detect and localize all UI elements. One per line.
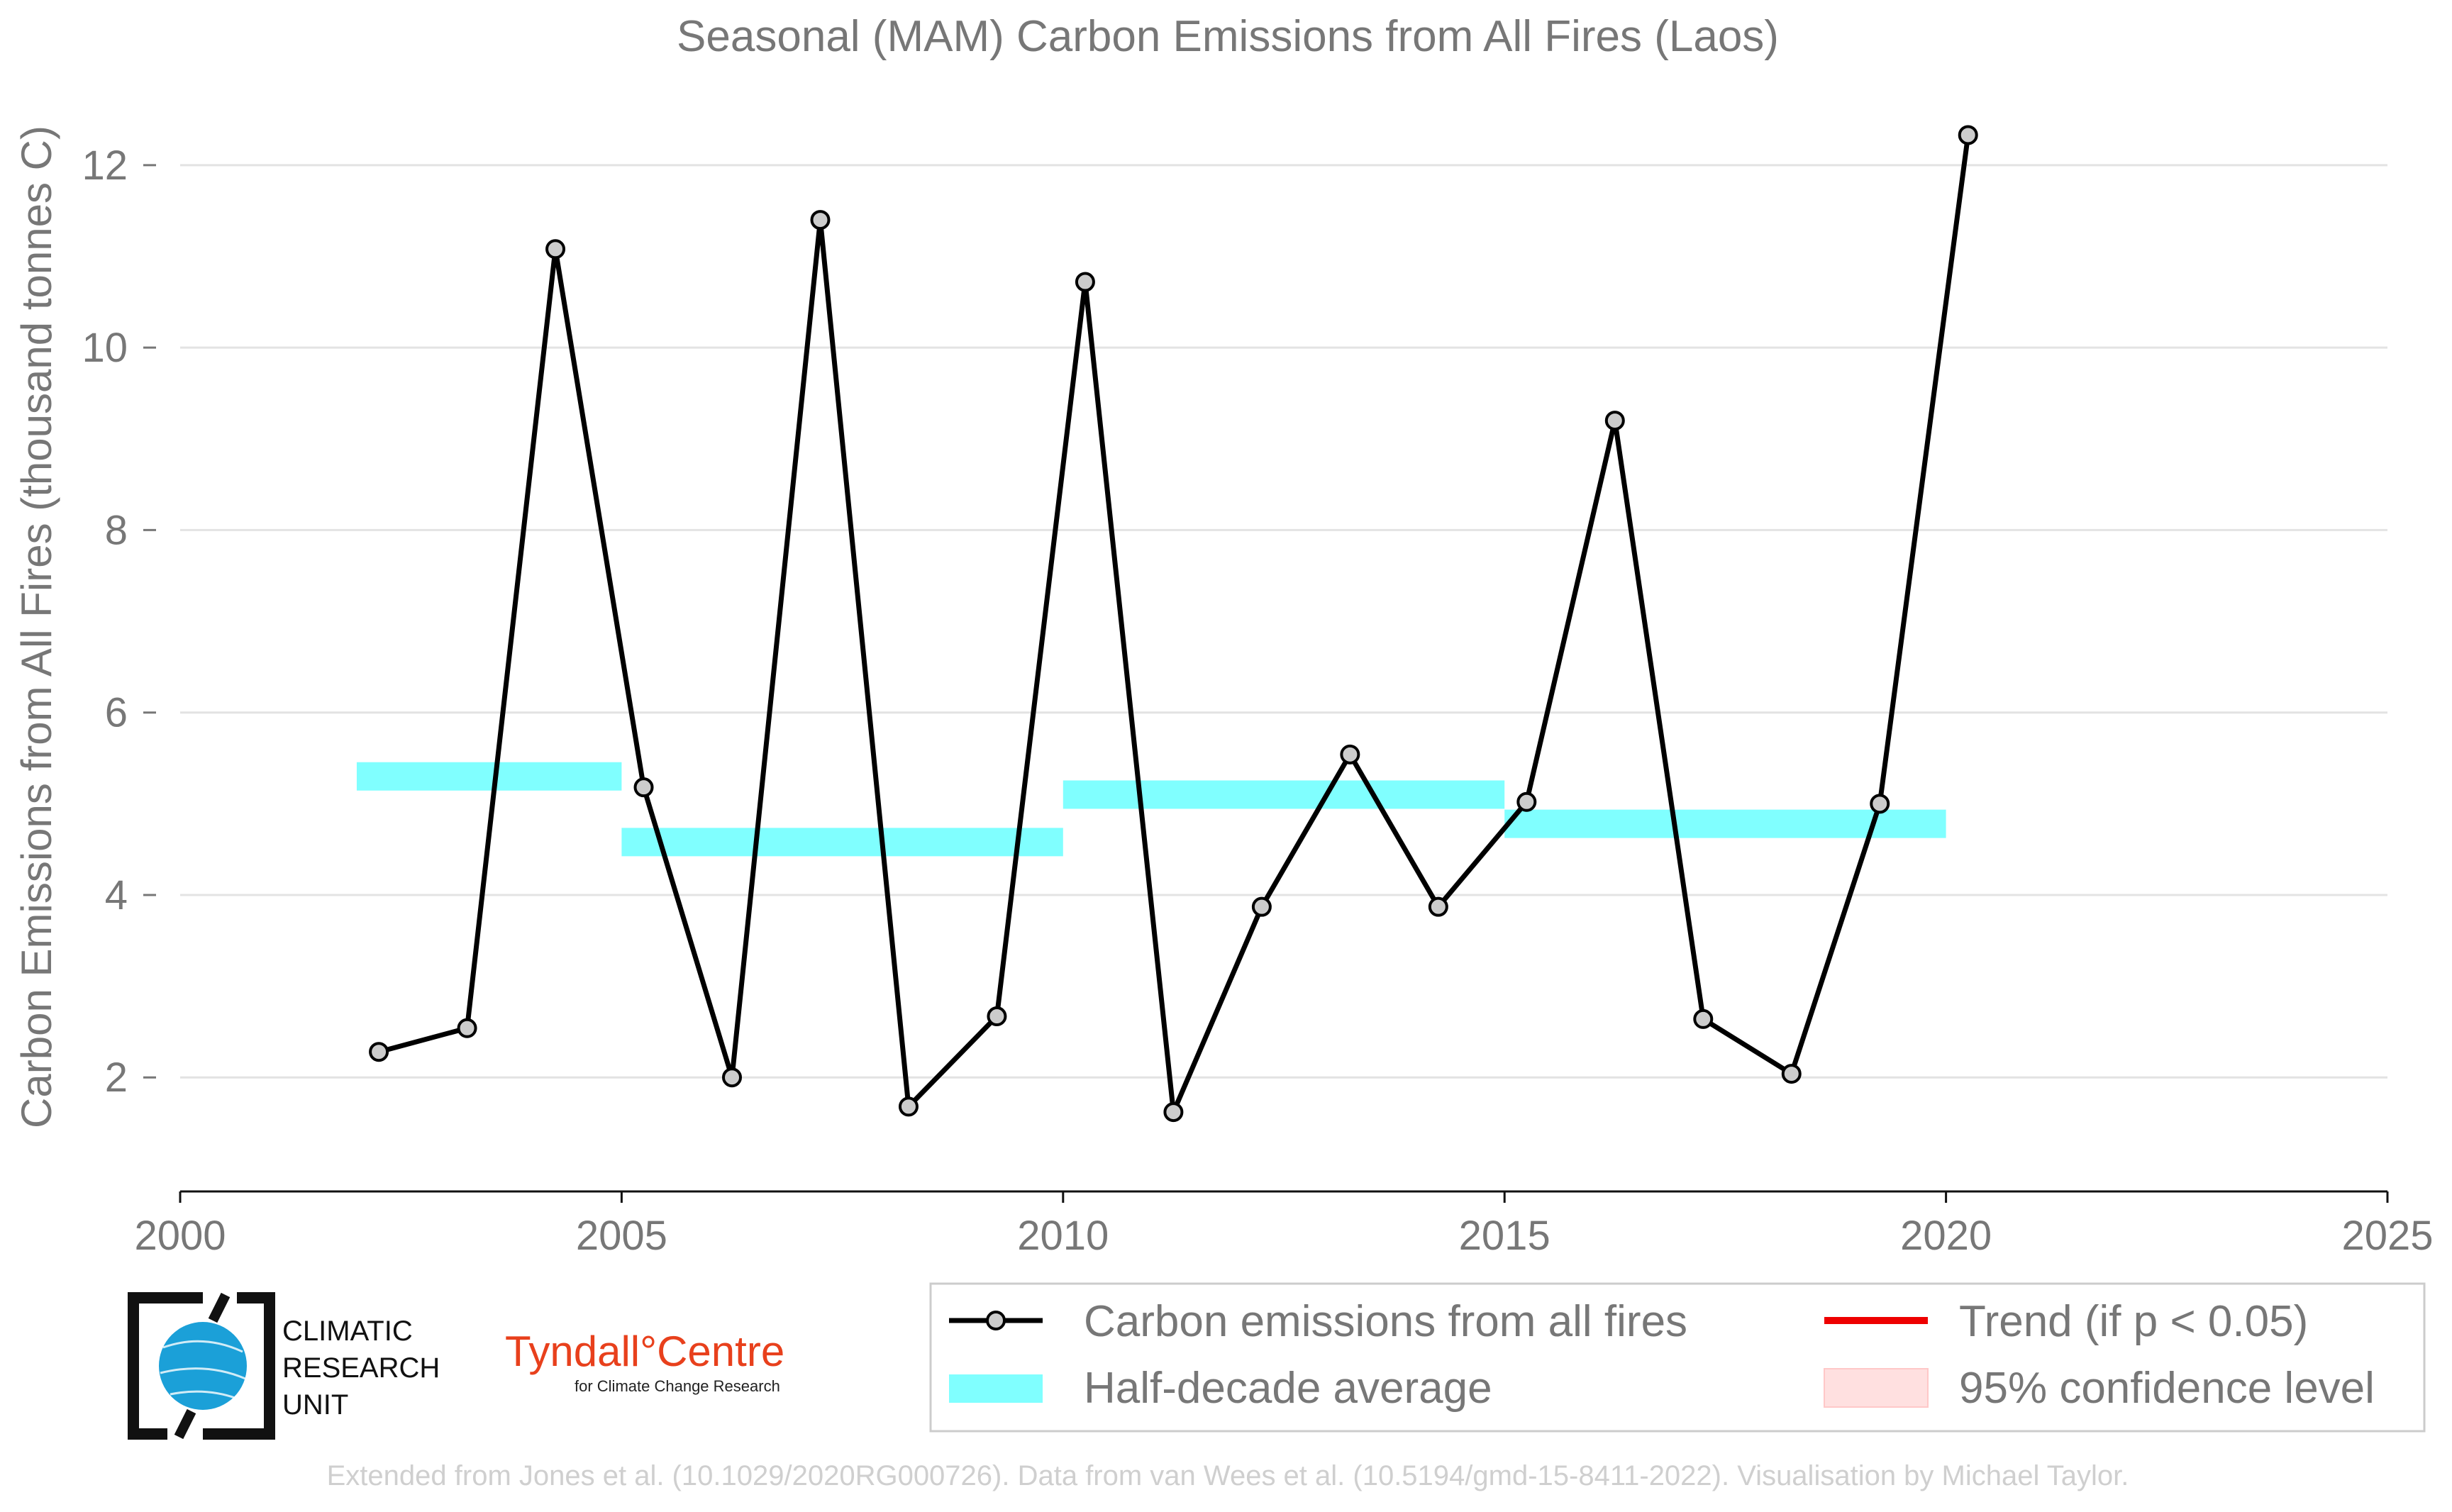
data-point [987,1006,1007,1027]
x-tick-label: 2025 [2341,1213,2433,1259]
legend: Carbon emissions from all fires Half-dec… [929,1282,2426,1433]
tyndall-logo: Tyndall°Centre for Climate Change Resear… [505,1328,784,1395]
credit-line: Extended from Jones et al. (10.1029/2020… [327,1460,2129,1491]
legend-label-trend: Trend (if p < 0.05) [1959,1297,2308,1346]
x-tick-label: 2020 [1900,1213,1992,1259]
data-point [1604,411,1625,431]
legend-emissions-marker-icon [986,1311,1006,1330]
emissions-series [369,125,1978,1123]
data-point [1781,1064,1802,1084]
y-tick-label: 10 [82,325,128,371]
cru-bracket-right-icon [203,1292,275,1440]
cru-bracket-icon [128,1292,203,1440]
x-tick-label: 2000 [134,1213,226,1259]
legend-label-average: Half-decade average [1084,1364,1492,1413]
tyndall-logo-subtitle: for Climate Change Research [575,1377,780,1395]
data-point [1428,896,1448,917]
emissions-line [378,134,1971,1115]
legend-average-band-icon [949,1374,1043,1403]
tyndall-logo-text: Tyndall°Centre [505,1328,784,1375]
data-point [545,239,566,260]
data-point [1075,272,1095,292]
cru-logo: CLIMATIC RESEARCH UNIT [128,1292,440,1440]
chart-title: Seasonal (MAM) Carbon Emissions from All… [677,12,1779,61]
globe-icon [159,1322,247,1410]
y-tick-label: 8 [105,507,128,553]
y-tick-label: 2 [105,1055,128,1101]
x-tick-label: 2010 [1017,1213,1109,1259]
x-tick-label: 2015 [1459,1213,1550,1259]
data-point [633,777,654,798]
y-tick-label: 4 [105,872,128,918]
half-decade-average-bar [1063,780,1505,809]
half-decade-average-bar [356,762,622,791]
y-tick-labels: 2 4 6 8 10 12 [82,143,156,1101]
y-axis-label: Carbon Emissions from All Fires (thousan… [13,126,60,1128]
legend-box [929,1282,2426,1433]
half-decade-average-bars [356,762,1946,857]
gridlines [180,164,2387,1079]
cru-line-2: RESEARCH [282,1352,440,1384]
half-decade-average-bar [621,828,1063,857]
data-point [457,1018,477,1038]
y-tick-label: 6 [105,690,128,736]
data-point [369,1042,389,1062]
cru-line-1: CLIMATIC [282,1316,413,1347]
data-point [1693,1008,1714,1029]
legend-label-emissions: Carbon emissions from all fires [1084,1297,1687,1346]
data-point [1163,1102,1184,1123]
cru-slash-icon [174,1292,231,1440]
data-point [810,210,831,230]
legend-confidence-patch-icon [1824,1368,1929,1408]
x-tick-labels: 2000 2005 2010 2015 2020 2025 [134,1191,2434,1259]
y-tick-label: 12 [82,143,128,189]
cru-line-3: UNIT [282,1389,348,1421]
data-point [1516,791,1537,812]
data-point [1251,896,1272,917]
data-point [1870,794,1890,814]
data-point [898,1096,919,1117]
globe-lines-icon [160,1340,246,1400]
data-point [1958,125,1978,145]
data-point [722,1067,742,1088]
x-tick-label: 2005 [576,1213,667,1259]
half-decade-average-bar [1504,809,1946,838]
data-point [1340,744,1360,765]
legend-label-confidence: 95% confidence level [1959,1364,2375,1413]
